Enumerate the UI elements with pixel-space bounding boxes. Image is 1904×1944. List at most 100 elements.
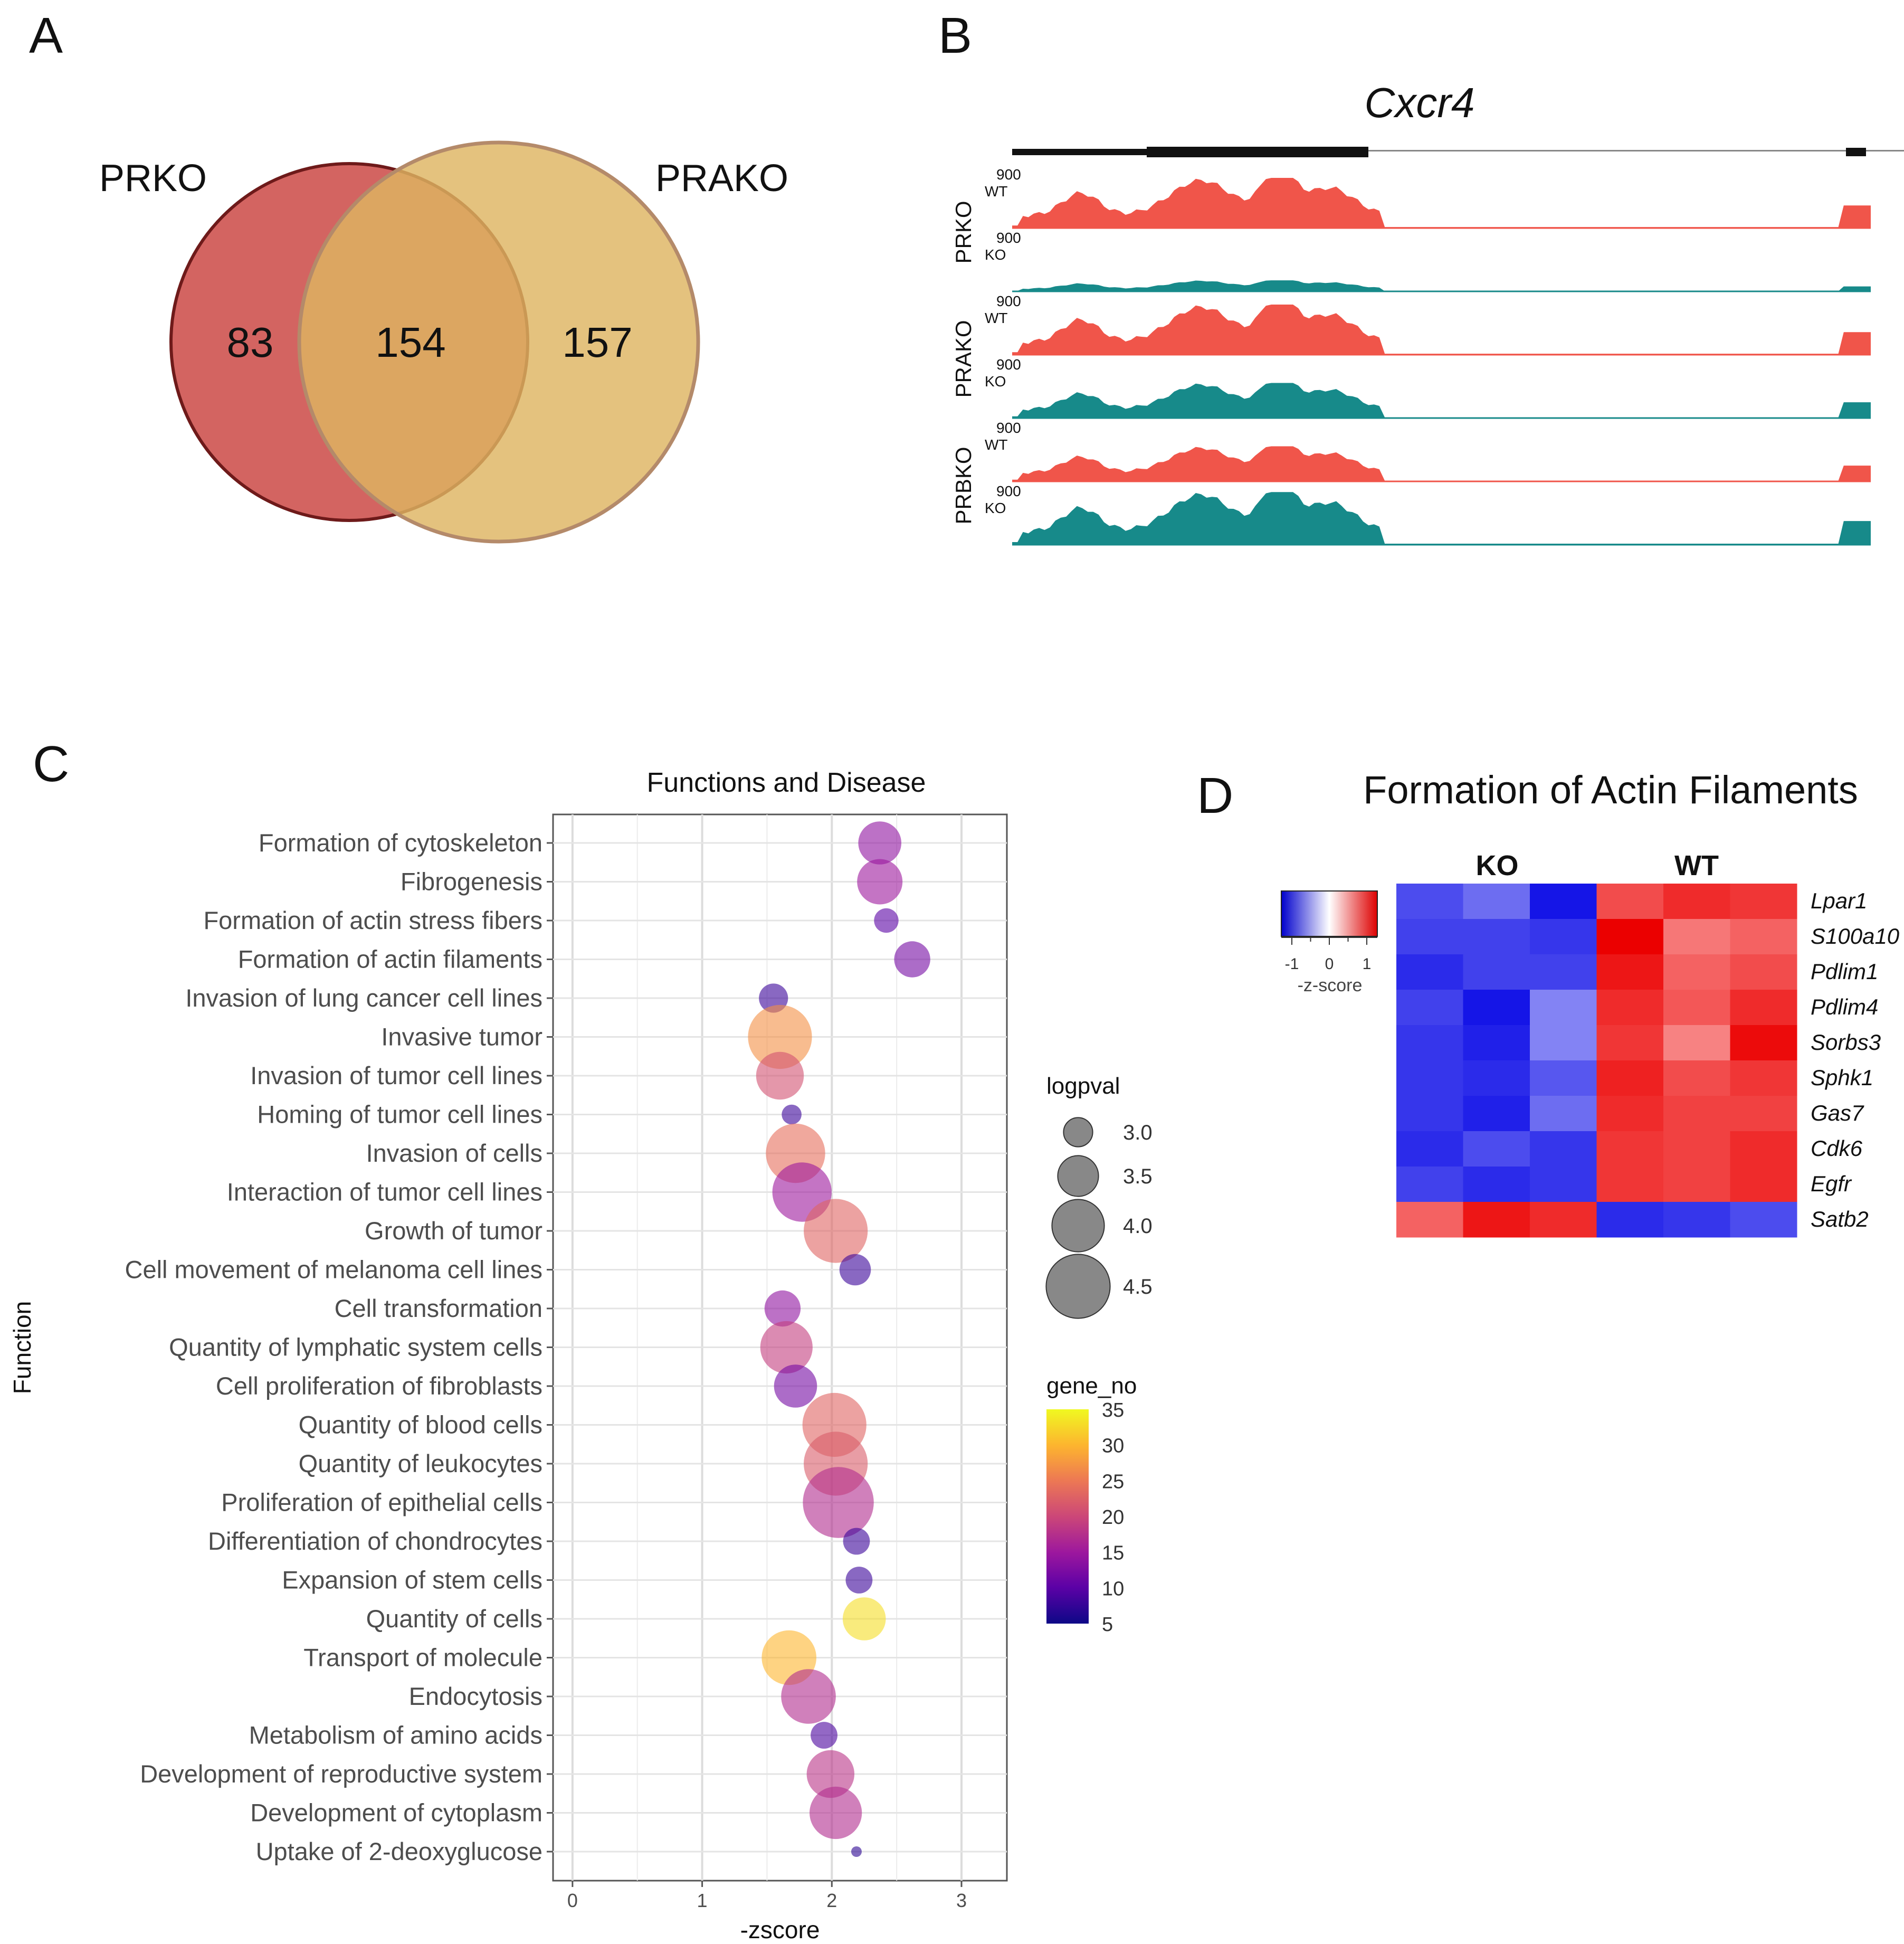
size-legend-key [1045,1254,1111,1319]
heatmap-cell-s100a10-2 [1463,919,1530,955]
heatmap-cell-cdk6-1 [1396,1131,1463,1167]
point-formation-of-actin-filaments [894,941,930,978]
heatmap-cell-lpar1-5 [1663,884,1730,919]
heatmap-cell-satb2-2 [1463,1202,1530,1238]
data-points [748,821,930,1857]
point-uptake-of-2-deoxyglucose [851,1846,862,1857]
point-formation-of-cytoskeleton [858,821,901,865]
point-quantity-of-cells [842,1597,886,1640]
panel-a: A PRKO PRAKO 83 154 157 [29,7,788,544]
track-sample-label: KO [985,246,1006,263]
y-tick-label: Quantity of cells [366,1605,542,1633]
point-expansion-of-stem-cells [845,1567,873,1594]
panel-d: D Formation of Actin Filaments KO WT Lpa… [1197,767,1900,1238]
heatmap-cell-s100a10-4 [1596,919,1664,955]
track-group-label: PRAKO [951,320,976,397]
gene-exon-1 [1147,147,1368,157]
color-key-title: -z-score [1298,975,1363,995]
y-tick-label: Development of reproductive system [140,1760,542,1788]
heatmap-cell-s100a10-5 [1663,919,1730,955]
heatmap-row-label: Satb2 [1811,1207,1869,1231]
heatmap-cell-sphk1-5 [1663,1060,1730,1096]
heatmap-cell-egfr-4 [1596,1167,1664,1202]
size-legend-label: 4.5 [1123,1275,1153,1298]
heatmap-cell-lpar1-3 [1530,884,1597,919]
heatmap-cell-gas7-1 [1396,1096,1463,1132]
point-quantity-of-lymphatic-system-cells [760,1321,813,1374]
color-key-tick-label: -1 [1285,955,1299,973]
point-cell-transformation [764,1290,801,1327]
heatmap-cell-gas7-5 [1663,1096,1730,1132]
coverage-prko-wt [1012,178,1871,228]
heatmap-cell-gas7-2 [1463,1096,1530,1132]
y-tick-label: Cell movement of melanoma cell lines [125,1256,543,1284]
heatmap-cell-egfr-3 [1530,1167,1597,1202]
heatmap-cell-egfr-5 [1663,1167,1730,1202]
point-metabolism-of-amino-acids [811,1722,837,1749]
y-tick-label: Formation of actin filaments [238,945,542,973]
gene-exon-2 [1846,148,1866,156]
panel-c-letter: C [33,736,69,792]
color-legend-label: 25 [1102,1471,1124,1493]
heatmap-grid [1396,884,1797,1238]
coverage-prbko-ko [1012,492,1871,545]
bubble-chart-title: Functions and Disease [647,767,926,798]
track-scale-label: 900 [996,356,1021,373]
heatmap-cell-lpar1-4 [1596,884,1664,919]
track-group-label: PRBKO [951,447,976,524]
heatmap-cell-egfr-1 [1396,1167,1463,1202]
venn-count-overlap: 154 [375,319,445,366]
y-tick-label: Metabolism of amino acids [249,1721,542,1749]
size-legend-key [1063,1117,1093,1148]
coverage-tracks: PRKO900WT900KOPRAKO900WT900KOPRBKO900WT9… [951,166,1871,546]
y-tick-label: Formation of cytoskeleton [259,829,542,857]
size-legend: logpval 3.0 3.5 4.0 4.5 [1045,1073,1153,1319]
heatmap-row-label: Pdlim4 [1811,994,1878,1019]
track-sample-label: WT [985,310,1008,326]
heatmap-cell-sorbs3-1 [1396,1025,1463,1061]
heatmap-cell-sorbs3-6 [1730,1025,1797,1061]
heatmap-group-ko: KO [1476,850,1519,881]
x-tick-label: 1 [697,1890,708,1911]
heatmap-cell-gas7-3 [1530,1096,1597,1132]
x-tick-label: 2 [826,1890,837,1911]
panel-b: B Cxcr4 PRKO900WT900KOPRAKO900WT900KOPRB… [938,7,1904,546]
y-tick-label: Growth of tumor [365,1217,542,1245]
gridlines [553,814,1007,1881]
coverage-prbko-wt [1012,446,1871,481]
heatmap-cell-pdlim1-4 [1596,954,1664,990]
heatmap-row-label: Egfr [1811,1171,1852,1196]
venn-circle-prako [297,140,700,544]
size-legend-key [1051,1199,1105,1253]
size-legend-title: logpval [1046,1073,1120,1099]
y-tick-label: Transport of molecule [303,1644,542,1672]
color-legend-title: gene_no [1046,1373,1137,1399]
heatmap-cell-sphk1-1 [1396,1060,1463,1096]
coverage-prako-ko [1012,383,1871,418]
color-key-tick-label: 0 [1325,955,1334,973]
heatmap-row-label: Gas7 [1811,1101,1864,1125]
panel-a-letter: A [29,7,63,64]
venn-count-prko-only: 83 [227,319,274,366]
heatmap-cell-cdk6-4 [1596,1131,1664,1167]
heatmap-cell-satb2-4 [1596,1202,1664,1238]
heatmap-cell-pdlim4-5 [1663,990,1730,1026]
track-scale-label: 900 [996,293,1021,309]
y-tick-label: Homing of tumor cell lines [257,1101,542,1129]
venn-count-prako-only: 157 [562,319,632,366]
y-tick-label: Cell proliferation of fibroblasts [216,1372,542,1400]
y-tick-label: Cell transformation [335,1294,542,1322]
track-sample-label: WT [985,437,1008,453]
heatmap-cell-pdlim1-5 [1663,954,1730,990]
heatmap-cell-pdlim4-3 [1530,990,1597,1026]
y-tick-label: Invasion of lung cancer cell lines [185,984,542,1012]
venn-label-prako: PRAKO [655,157,788,200]
y-tick-label: Uptake of 2-deoxyglucose [256,1837,542,1865]
heatmap-cell-pdlim4-6 [1730,990,1797,1026]
y-tick-label: Quantity of lymphatic system cells [169,1333,542,1361]
y-tick-label: Invasive tumor [381,1023,542,1051]
color-legend: gene_no 35 30 25 20 15 10 5 [1046,1373,1137,1636]
heatmap-cell-satb2-3 [1530,1202,1597,1238]
y-tick-labels: Formation of cytoskeleton Fibrogenesis For… [125,829,553,1865]
panel-b-letter: B [938,7,972,64]
